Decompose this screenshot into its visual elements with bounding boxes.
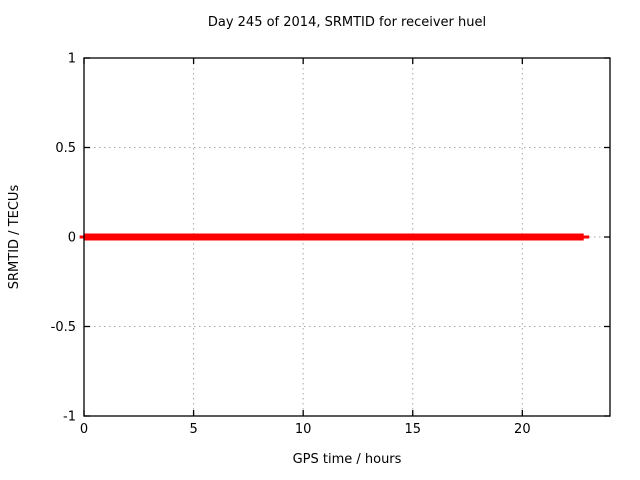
y-tick-label: 1 bbox=[68, 52, 76, 67]
y-tick-label: 0 bbox=[68, 231, 76, 246]
y-tick-label: -0.5 bbox=[51, 320, 76, 335]
x-tick-label: 20 bbox=[514, 422, 531, 437]
x-axis-label: GPS time / hours bbox=[292, 452, 402, 467]
plot-border bbox=[83, 57, 611, 417]
x-tick-label: 15 bbox=[404, 422, 421, 437]
x-tick-label: 0 bbox=[80, 422, 88, 437]
x-tick-label: 5 bbox=[189, 422, 197, 437]
chart-title: Day 245 of 2014, SRMTID for receiver hue… bbox=[207, 15, 487, 30]
y-tick-label: 0.5 bbox=[55, 141, 76, 156]
x-tick-label: 10 bbox=[295, 422, 312, 437]
y-tick-label: -1 bbox=[63, 410, 76, 425]
